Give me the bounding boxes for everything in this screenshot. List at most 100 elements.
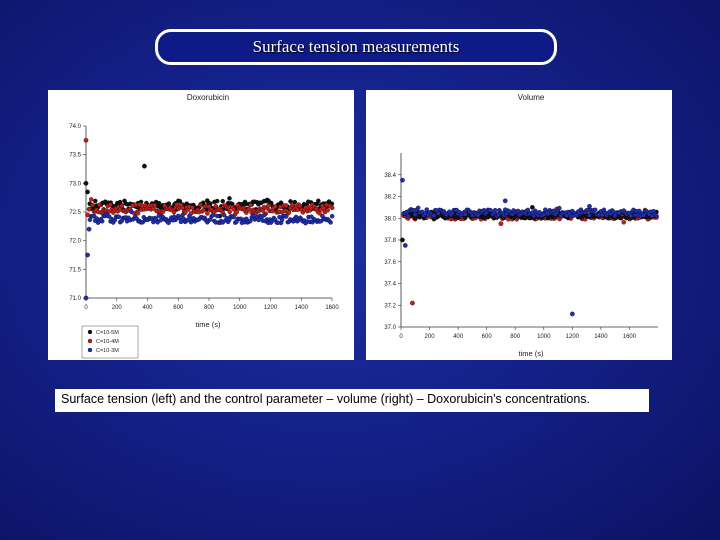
data-point (180, 212, 185, 218)
data-point (231, 207, 236, 212)
y-tick-label: 38.4 (384, 173, 396, 179)
data-point (83, 295, 89, 301)
chart-title: Doxorubicin (187, 93, 229, 102)
data-point (654, 213, 659, 219)
data-point (234, 209, 240, 215)
x-tick-label: 1400 (594, 334, 608, 340)
data-point (282, 208, 288, 213)
data-point (93, 198, 98, 204)
data-point (152, 203, 158, 208)
legend: C=10-5M C=10-4M C=10-3M (81, 325, 139, 359)
legend-marker (87, 329, 93, 335)
data-point (488, 208, 494, 213)
data-point (198, 202, 203, 207)
x-tick-label: 200 (112, 305, 123, 311)
legend-label: C=10-5M (96, 330, 119, 336)
data-point (283, 214, 289, 219)
data-point (498, 221, 504, 227)
x-tick-label: 1200 (264, 305, 278, 311)
y-tick-label: 72.5 (69, 210, 81, 216)
data-point (83, 137, 89, 143)
series-red (401, 206, 659, 306)
x-axis-label: time (s) (519, 349, 545, 358)
data-point (297, 203, 303, 209)
legend-marker (87, 347, 93, 353)
data-point (410, 300, 415, 306)
x-tick-label: 1600 (325, 305, 339, 311)
data-point (180, 205, 185, 211)
x-tick-label: 800 (510, 334, 521, 340)
data-point (174, 202, 180, 207)
data-point (221, 212, 227, 218)
data-point (133, 202, 138, 207)
data-point (329, 213, 335, 219)
data-point (108, 202, 113, 207)
data-point (85, 252, 90, 258)
data-point (400, 237, 405, 243)
chart-title: Volume (518, 93, 545, 102)
y-tick-label: 37.2 (384, 303, 396, 309)
x-tick-label: 200 (425, 334, 436, 340)
data-point (283, 203, 289, 208)
data-point (321, 205, 326, 211)
data-point (637, 208, 642, 214)
data-point (83, 180, 89, 186)
data-point (402, 243, 408, 248)
x-tick-label: 1400 (295, 305, 309, 311)
data-point (618, 215, 624, 221)
x-tick-label: 600 (482, 334, 493, 340)
legend-label: C=10-3M (96, 348, 119, 354)
x-tick-label: 0 (399, 334, 403, 340)
data-point (316, 198, 321, 204)
x-tick-label: 1200 (566, 334, 580, 340)
data-point (279, 217, 285, 223)
data-point (289, 203, 295, 208)
y-tick-label: 37.6 (384, 260, 396, 266)
y-tick-label: 38.0 (384, 216, 396, 222)
data-point (431, 213, 437, 218)
data-point (86, 226, 92, 232)
data-point (272, 204, 278, 209)
data-point (328, 220, 333, 225)
data-point (88, 197, 94, 202)
x-tick-label: 1000 (537, 334, 551, 340)
y-tick-label: 37.4 (384, 282, 396, 288)
data-point (502, 198, 508, 204)
data-point (227, 209, 232, 215)
data-point (86, 206, 92, 212)
data-point (171, 209, 177, 215)
data-point (214, 213, 220, 219)
data-point (119, 203, 124, 209)
data-point (85, 189, 90, 195)
series-red (83, 137, 335, 218)
data-point (261, 212, 267, 218)
y-tick-label: 71.5 (69, 267, 81, 273)
x-tick-label: 600 (173, 305, 184, 311)
data-point (231, 214, 236, 220)
data-point (557, 205, 562, 211)
data-point (286, 210, 292, 215)
y-tick-label: 38.2 (384, 195, 396, 201)
data-point (641, 213, 646, 218)
legend-label: C=10-4M (96, 339, 119, 345)
x-tick-label: 0 (84, 305, 88, 311)
x-tick-label: 1000 (233, 305, 247, 311)
data-point (492, 208, 498, 213)
data-point (116, 214, 122, 220)
data-point (250, 213, 256, 218)
x-tick-label: 400 (142, 305, 153, 311)
data-point (220, 198, 226, 204)
data-point (525, 207, 531, 213)
volume-chart-panel: Volume time (s) 0 200 400 600 800 1000 1200 140… (366, 90, 672, 360)
data-point (569, 311, 575, 317)
slide-title: Surface tension measurements (252, 37, 460, 56)
slide-title-box: Surface tension measurements (155, 29, 557, 65)
data-point (628, 213, 634, 219)
data-point (424, 207, 429, 212)
data-point (156, 201, 162, 206)
series-blue (83, 209, 335, 301)
x-tick-label: 1600 (623, 334, 637, 340)
x-tick-label: 800 (204, 305, 215, 311)
data-point (227, 196, 232, 201)
data-point (317, 210, 322, 216)
